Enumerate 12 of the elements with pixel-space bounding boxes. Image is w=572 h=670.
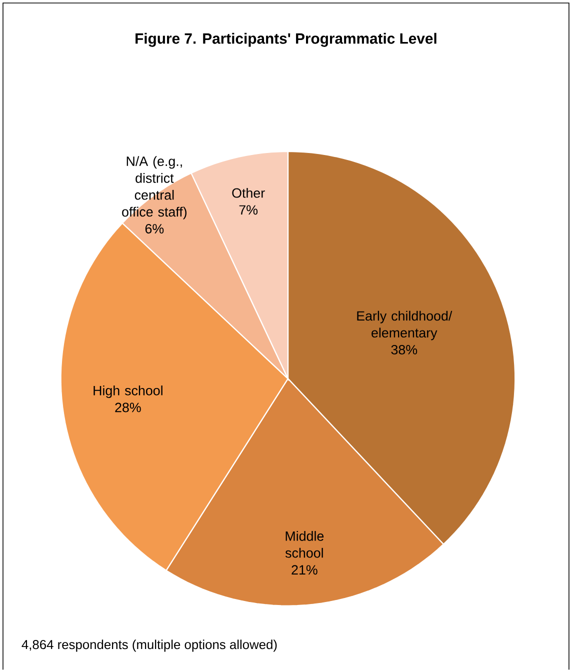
slice-label: Early childhood/ elementary (357, 310, 452, 340)
slice-label: Other (232, 188, 265, 198)
data-label: 6% (145, 224, 164, 234)
data-label: 7% (239, 205, 258, 215)
data-label: 21% (292, 565, 318, 575)
text: 4,864 respondents (multiple options allowed) (22, 640, 277, 652)
chart-title: Figure 7. Participants' Programmatic Level (136, 32, 436, 47)
data-label: 38% (391, 344, 418, 354)
slice-label: Middle school (285, 531, 324, 558)
slice-label: High school (94, 385, 162, 398)
slice-label: N/A (e.g., district central office staff) (122, 156, 187, 220)
data-label: 28% (115, 402, 141, 412)
